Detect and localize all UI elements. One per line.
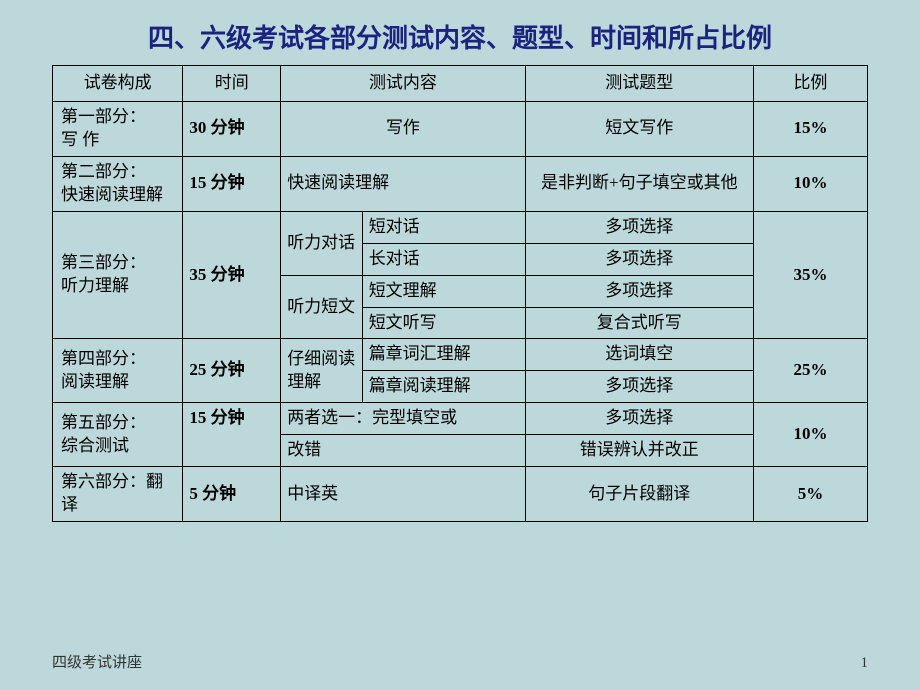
page-title: 四、六级考试各部分测试内容、题型、时间和所占比例 <box>0 0 920 65</box>
type-cell: 多项选择 <box>525 403 753 435</box>
section-cell: 第三部分： 听力理解 <box>53 211 183 339</box>
header-col3: 测试内容 <box>281 66 526 102</box>
time-cell: 15 分钟 <box>183 156 281 211</box>
type-cell: 多项选择 <box>525 211 753 243</box>
type-cell: 是非判断+句子填空或其他 <box>525 156 753 211</box>
type-cell: 短文写作 <box>525 101 753 156</box>
content-cell: 中译英 <box>281 467 526 522</box>
time-cell: 35 分钟 <box>183 211 281 339</box>
ratio-cell: 15% <box>753 101 867 156</box>
section-cell: 第六部分：翻译 <box>53 467 183 522</box>
table-row: 第二部分： 快速阅读理解 15 分钟 快速阅读理解 是非判断+句子填空或其他 1… <box>53 156 868 211</box>
subcat-cell: 听力短文 <box>281 275 363 339</box>
content-cell: 短文听写 <box>362 307 525 339</box>
exam-table: 试卷构成 时间 测试内容 测试题型 比例 第一部分： 写 作 30 分钟 写作 … <box>52 65 868 522</box>
content-cell: 两者选一：完型填空或 <box>281 403 526 435</box>
footer-right: 1 <box>861 655 869 672</box>
header-col2: 时间 <box>183 66 281 102</box>
section-cell: 第五部分： 综合测试 <box>53 403 183 467</box>
subcat-cell: 仔细阅读理解 <box>281 339 363 403</box>
header-col1: 试卷构成 <box>53 66 183 102</box>
table-row: 第六部分：翻译 5 分钟 中译英 句子片段翻译 5% <box>53 467 868 522</box>
content-cell: 改错 <box>281 435 526 467</box>
content-cell: 快速阅读理解 <box>281 156 526 211</box>
ratio-cell: 5% <box>753 467 867 522</box>
content-cell: 长对话 <box>362 243 525 275</box>
type-cell: 错误辨认并改正 <box>525 435 753 467</box>
time-cell: 15 分钟 <box>183 403 281 467</box>
type-cell: 多项选择 <box>525 243 753 275</box>
time-cell: 30 分钟 <box>183 101 281 156</box>
section-cell: 第二部分： 快速阅读理解 <box>53 156 183 211</box>
type-cell: 多项选择 <box>525 371 753 403</box>
content-cell: 写作 <box>281 101 526 156</box>
table-row: 第一部分： 写 作 30 分钟 写作 短文写作 15% <box>53 101 868 156</box>
type-cell: 选词填空 <box>525 339 753 371</box>
time-cell: 25 分钟 <box>183 339 281 403</box>
ratio-cell: 35% <box>753 211 867 339</box>
type-cell: 多项选择 <box>525 275 753 307</box>
table-row: 第四部分： 阅读理解 25 分钟 仔细阅读理解 篇章词汇理解 选词填空 25% <box>53 339 868 371</box>
header-col5: 比例 <box>753 66 867 102</box>
content-cell: 篇章词汇理解 <box>362 339 525 371</box>
content-cell: 短文理解 <box>362 275 525 307</box>
table-header-row: 试卷构成 时间 测试内容 测试题型 比例 <box>53 66 868 102</box>
table-row: 第五部分： 综合测试 15 分钟 两者选一：完型填空或 多项选择 10% <box>53 403 868 435</box>
table-row: 第三部分： 听力理解 35 分钟 听力对话 短对话 多项选择 35% <box>53 211 868 243</box>
table-container: 试卷构成 时间 测试内容 测试题型 比例 第一部分： 写 作 30 分钟 写作 … <box>0 65 920 522</box>
section-cell: 第四部分： 阅读理解 <box>53 339 183 403</box>
ratio-cell: 10% <box>753 403 867 467</box>
header-col4: 测试题型 <box>525 66 753 102</box>
ratio-cell: 25% <box>753 339 867 403</box>
type-cell: 复合式听写 <box>525 307 753 339</box>
content-cell: 短对话 <box>362 211 525 243</box>
time-cell: 5 分钟 <box>183 467 281 522</box>
ratio-cell: 10% <box>753 156 867 211</box>
type-cell: 句子片段翻译 <box>525 467 753 522</box>
section-cell: 第一部分： 写 作 <box>53 101 183 156</box>
subcat-cell: 听力对话 <box>281 211 363 275</box>
content-cell: 篇章阅读理解 <box>362 371 525 403</box>
footer-left: 四级考试讲座 <box>52 651 142 672</box>
